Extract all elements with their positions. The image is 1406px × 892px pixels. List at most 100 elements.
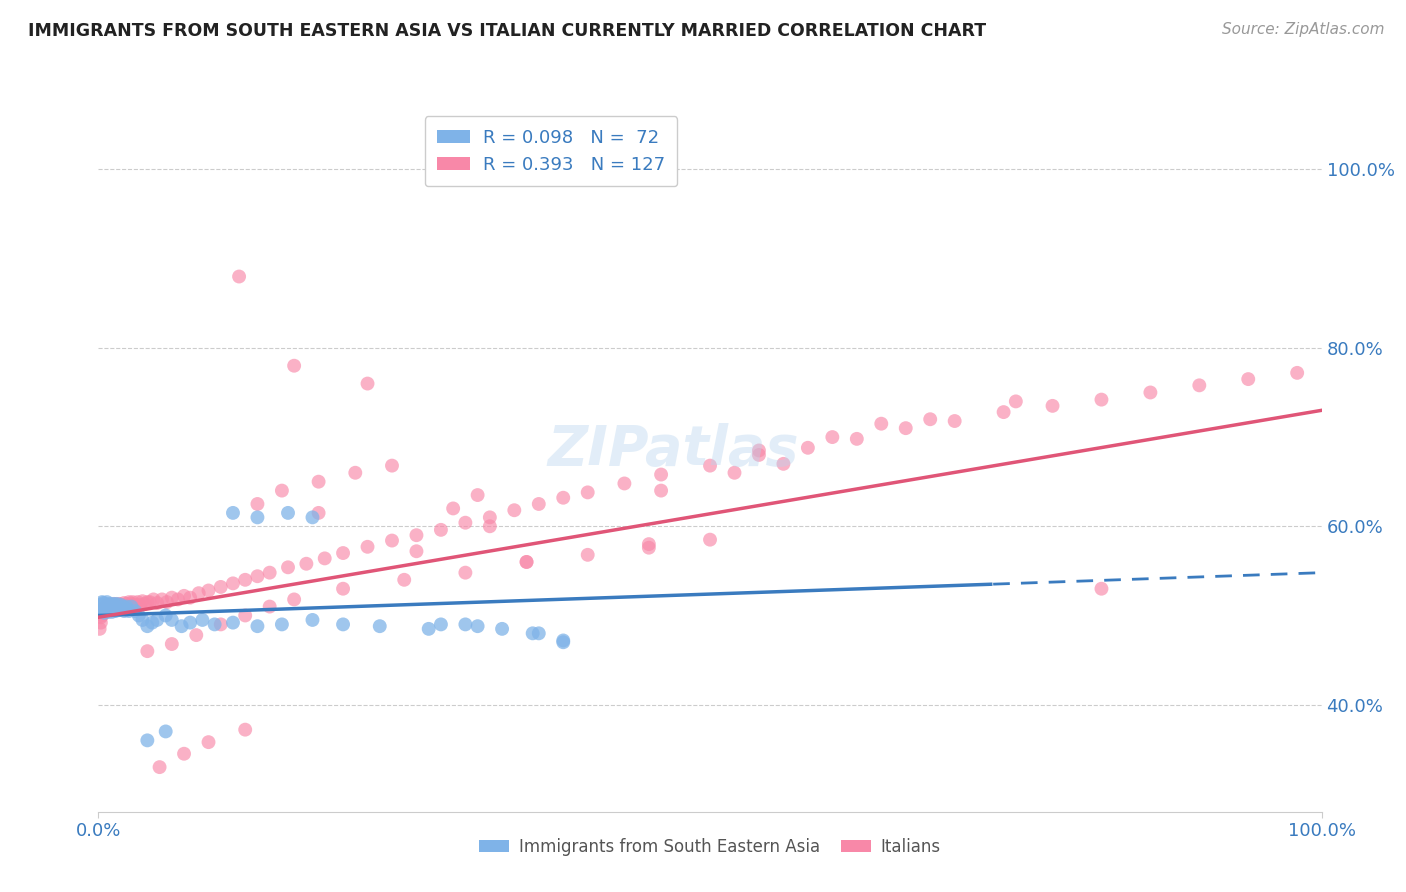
Point xyxy=(91,595,114,609)
Point xyxy=(467,488,489,502)
Point xyxy=(527,626,550,640)
Point xyxy=(108,603,131,617)
Point xyxy=(209,617,232,632)
Point xyxy=(146,613,169,627)
Point xyxy=(111,598,134,612)
Text: Source: ZipAtlas.com: Source: ZipAtlas.com xyxy=(1222,22,1385,37)
Point xyxy=(308,506,330,520)
Point xyxy=(120,599,142,613)
Point xyxy=(295,557,318,571)
Point xyxy=(155,608,177,623)
Point xyxy=(93,604,115,618)
Point xyxy=(920,412,942,426)
Point xyxy=(1090,582,1112,596)
Point xyxy=(233,723,256,737)
Point xyxy=(98,597,121,611)
Point xyxy=(114,599,136,614)
Point xyxy=(356,540,378,554)
Point xyxy=(478,519,501,533)
Point xyxy=(136,733,159,747)
Point xyxy=(392,573,416,587)
Point xyxy=(167,592,190,607)
Point xyxy=(943,414,966,428)
Point xyxy=(430,617,453,632)
Point xyxy=(98,601,121,615)
Point xyxy=(467,619,489,633)
Point xyxy=(1004,394,1026,409)
Point xyxy=(101,597,124,611)
Point xyxy=(155,724,177,739)
Point xyxy=(100,599,122,614)
Point xyxy=(110,598,132,612)
Point xyxy=(96,601,118,615)
Point xyxy=(134,597,156,611)
Point xyxy=(131,594,153,608)
Point xyxy=(270,483,294,498)
Point xyxy=(103,598,125,612)
Point xyxy=(90,610,112,624)
Point xyxy=(100,603,122,617)
Point xyxy=(368,619,391,633)
Point xyxy=(553,491,575,505)
Point xyxy=(91,605,114,619)
Point xyxy=(723,466,745,480)
Point xyxy=(821,430,844,444)
Point xyxy=(173,589,195,603)
Point xyxy=(699,533,721,547)
Point xyxy=(118,595,141,609)
Point xyxy=(454,566,477,580)
Point xyxy=(233,608,256,623)
Point xyxy=(101,601,124,615)
Point xyxy=(209,580,232,594)
Point xyxy=(121,595,143,609)
Point xyxy=(277,560,299,574)
Point xyxy=(146,596,169,610)
Point xyxy=(103,601,125,615)
Point xyxy=(149,760,172,774)
Point xyxy=(111,601,134,615)
Point xyxy=(97,604,120,618)
Point xyxy=(160,613,183,627)
Point xyxy=(107,601,129,615)
Point xyxy=(141,615,163,630)
Point xyxy=(1042,399,1064,413)
Point xyxy=(94,603,117,617)
Point xyxy=(553,633,575,648)
Point xyxy=(117,599,139,614)
Point xyxy=(186,628,208,642)
Point xyxy=(131,613,153,627)
Point xyxy=(491,622,513,636)
Point xyxy=(104,602,127,616)
Point xyxy=(301,510,323,524)
Point xyxy=(613,476,636,491)
Point xyxy=(156,595,179,609)
Point xyxy=(114,601,136,615)
Point xyxy=(173,747,195,761)
Point xyxy=(101,605,124,619)
Point xyxy=(283,359,305,373)
Point xyxy=(1139,385,1161,400)
Point xyxy=(246,569,269,583)
Point xyxy=(187,586,209,600)
Point xyxy=(772,457,794,471)
Point xyxy=(993,405,1015,419)
Point xyxy=(503,503,526,517)
Point xyxy=(93,601,115,615)
Point xyxy=(344,466,367,480)
Point xyxy=(112,604,135,618)
Legend: Immigrants from South Eastern Asia, Italians: Immigrants from South Eastern Asia, Ital… xyxy=(472,831,948,863)
Point xyxy=(136,619,159,633)
Point xyxy=(91,608,114,623)
Point xyxy=(283,592,305,607)
Point xyxy=(112,596,135,610)
Point xyxy=(515,555,537,569)
Point xyxy=(120,597,142,611)
Point xyxy=(96,595,118,609)
Point xyxy=(233,573,256,587)
Point xyxy=(638,541,661,555)
Point xyxy=(94,599,117,614)
Point xyxy=(894,421,917,435)
Point xyxy=(111,599,134,614)
Point xyxy=(91,602,114,616)
Point xyxy=(381,533,404,548)
